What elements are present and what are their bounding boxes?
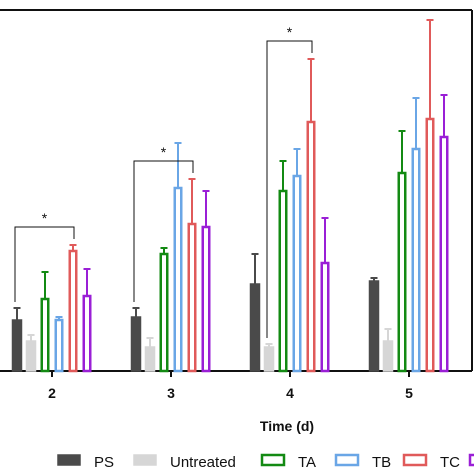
x-tick-label-4: 4 xyxy=(286,385,294,401)
bar-ps-4 xyxy=(249,283,261,372)
legend-label-ta: TA xyxy=(298,454,316,471)
bar-untreated-4 xyxy=(263,346,275,372)
bar-tc-3 xyxy=(187,222,197,373)
bar-untreated-5 xyxy=(382,340,394,372)
bars xyxy=(11,117,449,373)
significance-star-4: * xyxy=(287,24,293,40)
bar-tc-4 xyxy=(306,120,316,373)
bar-series-5-3 xyxy=(201,225,211,373)
bar-ta-4 xyxy=(278,189,288,373)
legend-swatch-series-5 xyxy=(468,453,474,467)
bar-series-5-5 xyxy=(439,135,449,373)
error-bars xyxy=(13,19,448,347)
x-tick-label-3: 3 xyxy=(167,385,175,401)
bar-ps-5 xyxy=(368,280,380,372)
bar-ta-3 xyxy=(159,252,169,373)
bar-untreated-3 xyxy=(144,346,156,372)
significance-bracket-4 xyxy=(266,40,313,338)
bar-untreated-2 xyxy=(25,340,37,372)
legend-label-tc: TC xyxy=(440,454,460,471)
bar-tc-2 xyxy=(68,249,78,373)
bar-ta-5 xyxy=(397,171,407,373)
legend-swatch-ps xyxy=(57,454,81,466)
significance-brackets: * * * xyxy=(14,24,313,338)
bar-tb-2 xyxy=(54,318,64,373)
bar-tc-5 xyxy=(425,117,435,373)
bar-ps-3 xyxy=(130,316,142,372)
x-tick-label-2: 2 xyxy=(48,385,56,401)
legend-label-ps: PS xyxy=(94,454,114,471)
legend-swatch-ta xyxy=(260,453,286,467)
legend-swatch-untreated xyxy=(133,454,157,466)
bar-series-5-4 xyxy=(320,261,330,373)
significance-star-2: * xyxy=(42,210,48,226)
x-axis-label: Time (d) xyxy=(260,418,314,434)
significance-star-3: * xyxy=(161,144,167,160)
bar-ta-2 xyxy=(40,297,50,373)
bar-series-5-2 xyxy=(82,294,92,373)
legend: PS Untreated TA TB TC xyxy=(57,453,474,471)
bar-tb-5 xyxy=(411,147,421,373)
legend-swatch-tb xyxy=(334,453,360,467)
x-tick-label-5: 5 xyxy=(405,385,413,401)
legend-label-tb: TB xyxy=(372,454,391,471)
legend-swatch-tc xyxy=(402,453,428,467)
significance-bracket-2 xyxy=(14,226,75,302)
legend-label-untreated: Untreated xyxy=(170,454,236,471)
significance-bracket-3 xyxy=(133,160,194,302)
bar-tb-4 xyxy=(292,174,302,373)
bar-tb-3 xyxy=(173,186,183,373)
bar-ps-2 xyxy=(11,319,23,372)
x-axis-ticks: 2 3 4 5 xyxy=(48,371,413,401)
